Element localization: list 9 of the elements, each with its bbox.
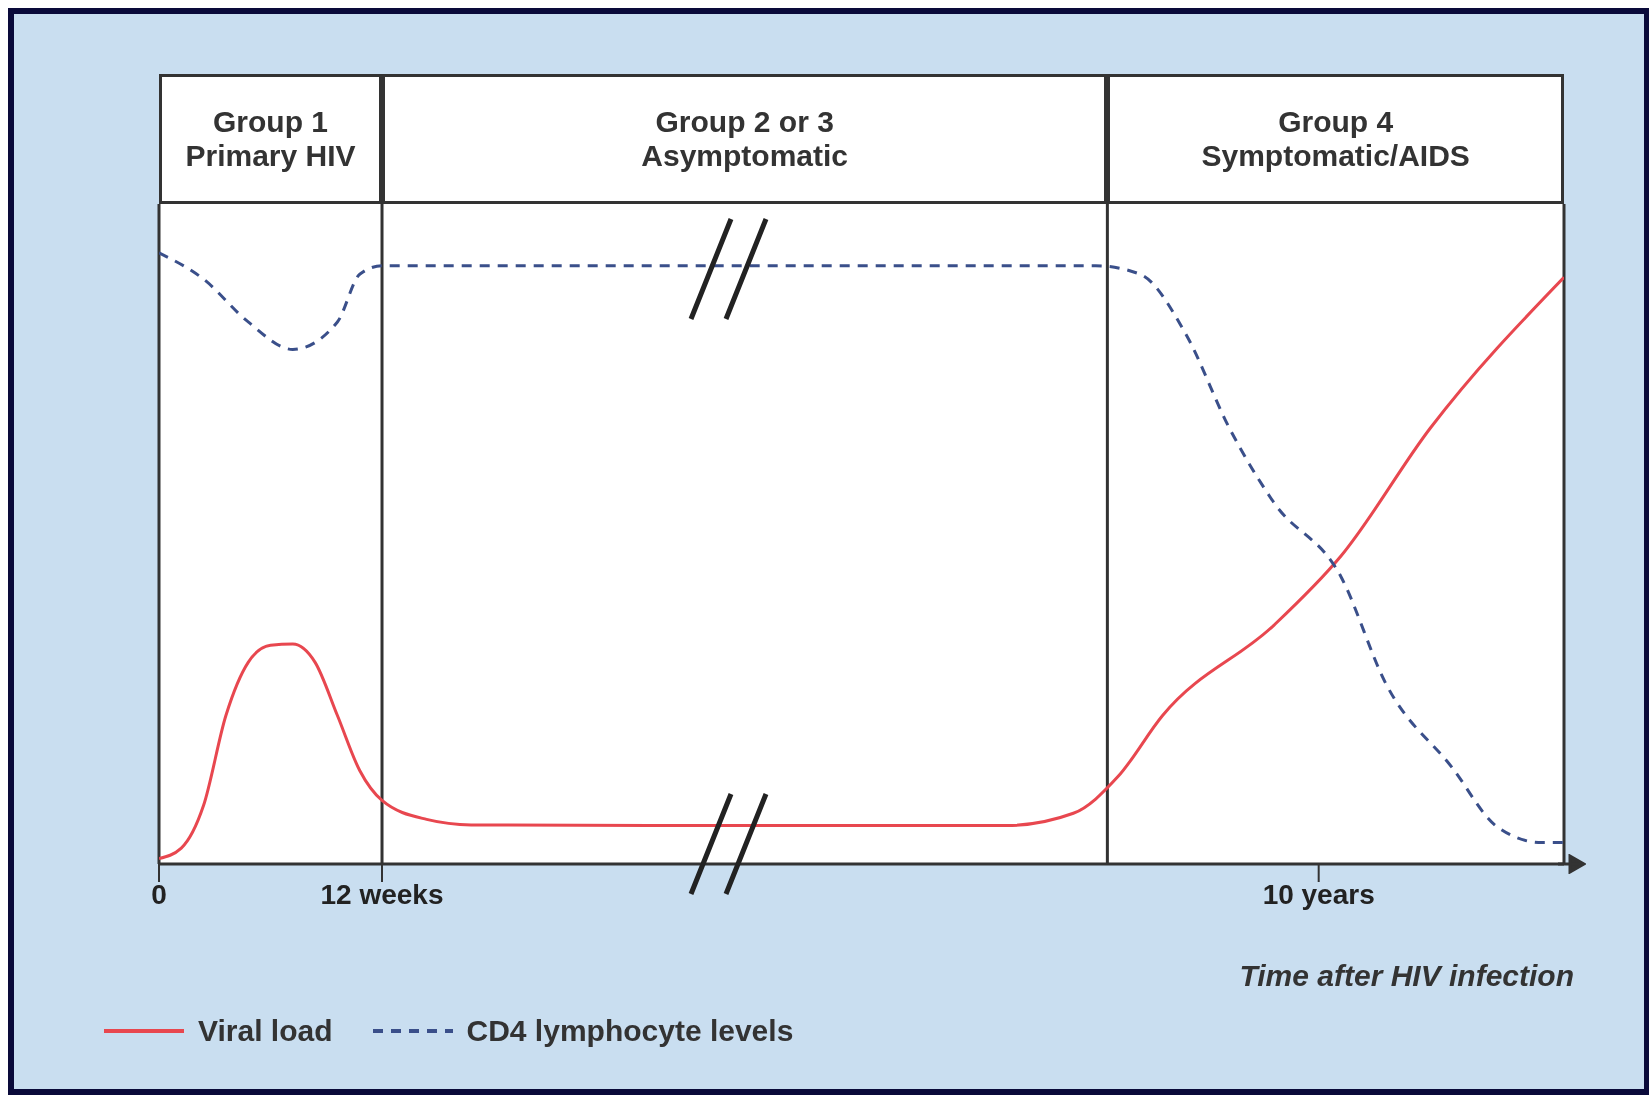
text: Group 4 Symptomatic/AIDS bbox=[1107, 74, 1564, 204]
legend-label: Viral load bbox=[198, 1014, 333, 1048]
text: Group 2 or 3 Asymptomatic bbox=[382, 74, 1108, 204]
x-tick-label: 0 bbox=[151, 878, 167, 910]
x-tick-label: 10 years bbox=[1262, 878, 1375, 910]
legend-label: CD4 lymphocyte levels bbox=[466, 1014, 794, 1048]
x-tick-label: 12 weeks bbox=[320, 878, 444, 910]
text: Group 1 Primary HIV bbox=[159, 74, 383, 204]
x-axis-title: Time after HIV infection bbox=[1239, 959, 1574, 993]
